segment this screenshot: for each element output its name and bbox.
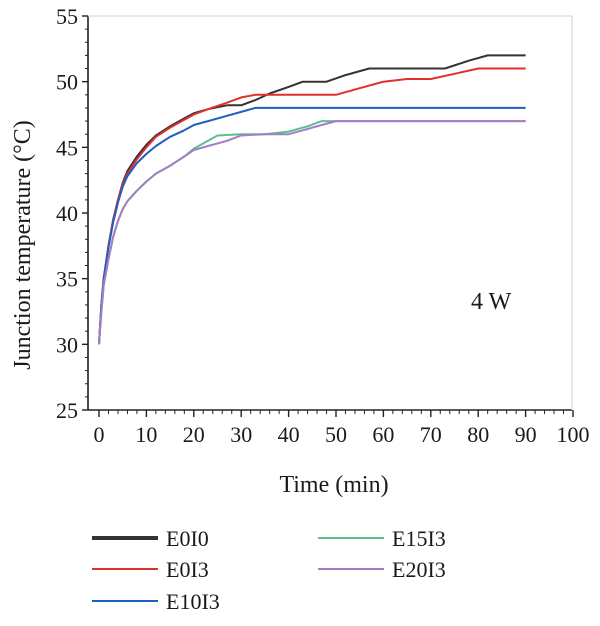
- legend-label-e0i3: E0I3: [166, 557, 209, 582]
- x-tick-label: 60: [372, 422, 394, 447]
- y-tick-label: 50: [56, 70, 78, 95]
- legend-label-e20i3: E20I3: [392, 557, 446, 582]
- x-tick-label: 30: [230, 422, 252, 447]
- series-line-e10i3: [98, 106, 526, 345]
- x-tick-label: 0: [94, 422, 105, 447]
- series-line-e0i0: [98, 54, 526, 345]
- y-tick-label: 45: [56, 135, 78, 160]
- x-tick-label: 80: [467, 422, 489, 447]
- series-line-e0i3: [98, 67, 526, 345]
- x-tick-label: 100: [557, 422, 590, 447]
- legend-label-e0i0: E0I0: [166, 526, 209, 551]
- y-tick-label: 25: [56, 398, 78, 423]
- y-tick-label: 30: [56, 332, 78, 357]
- y-tick-label: 35: [56, 267, 78, 292]
- x-tick-label: 40: [278, 422, 300, 447]
- x-tick-label: 10: [135, 422, 157, 447]
- x-tick-label: 50: [325, 422, 347, 447]
- legend: E0I0 E0I3 E10I3 E15I3 E20I3: [92, 526, 446, 614]
- legend-label-e10i3: E10I3: [166, 589, 220, 614]
- y-tick-label: 55: [56, 4, 78, 29]
- legend-label-e15i3: E15I3: [392, 526, 446, 551]
- x-tick-label: 70: [420, 422, 442, 447]
- power-annotation: 4 W: [471, 289, 512, 315]
- y-tick-label: 40: [56, 201, 78, 226]
- x-tick-label: 20: [183, 422, 205, 447]
- axes: 25 30 35 40 45 50 55 0 10 20 30 40 50 60 70 80 90 100: [56, 4, 590, 447]
- y-axis-title: Junction temperature (°C): [10, 120, 36, 370]
- series-line-e20i3: [98, 120, 526, 345]
- x-axis-title: Time (min): [279, 472, 388, 498]
- plot-area: [98, 54, 526, 345]
- x-tick-label: 90: [515, 422, 537, 447]
- series-line-e15i3: [98, 120, 526, 345]
